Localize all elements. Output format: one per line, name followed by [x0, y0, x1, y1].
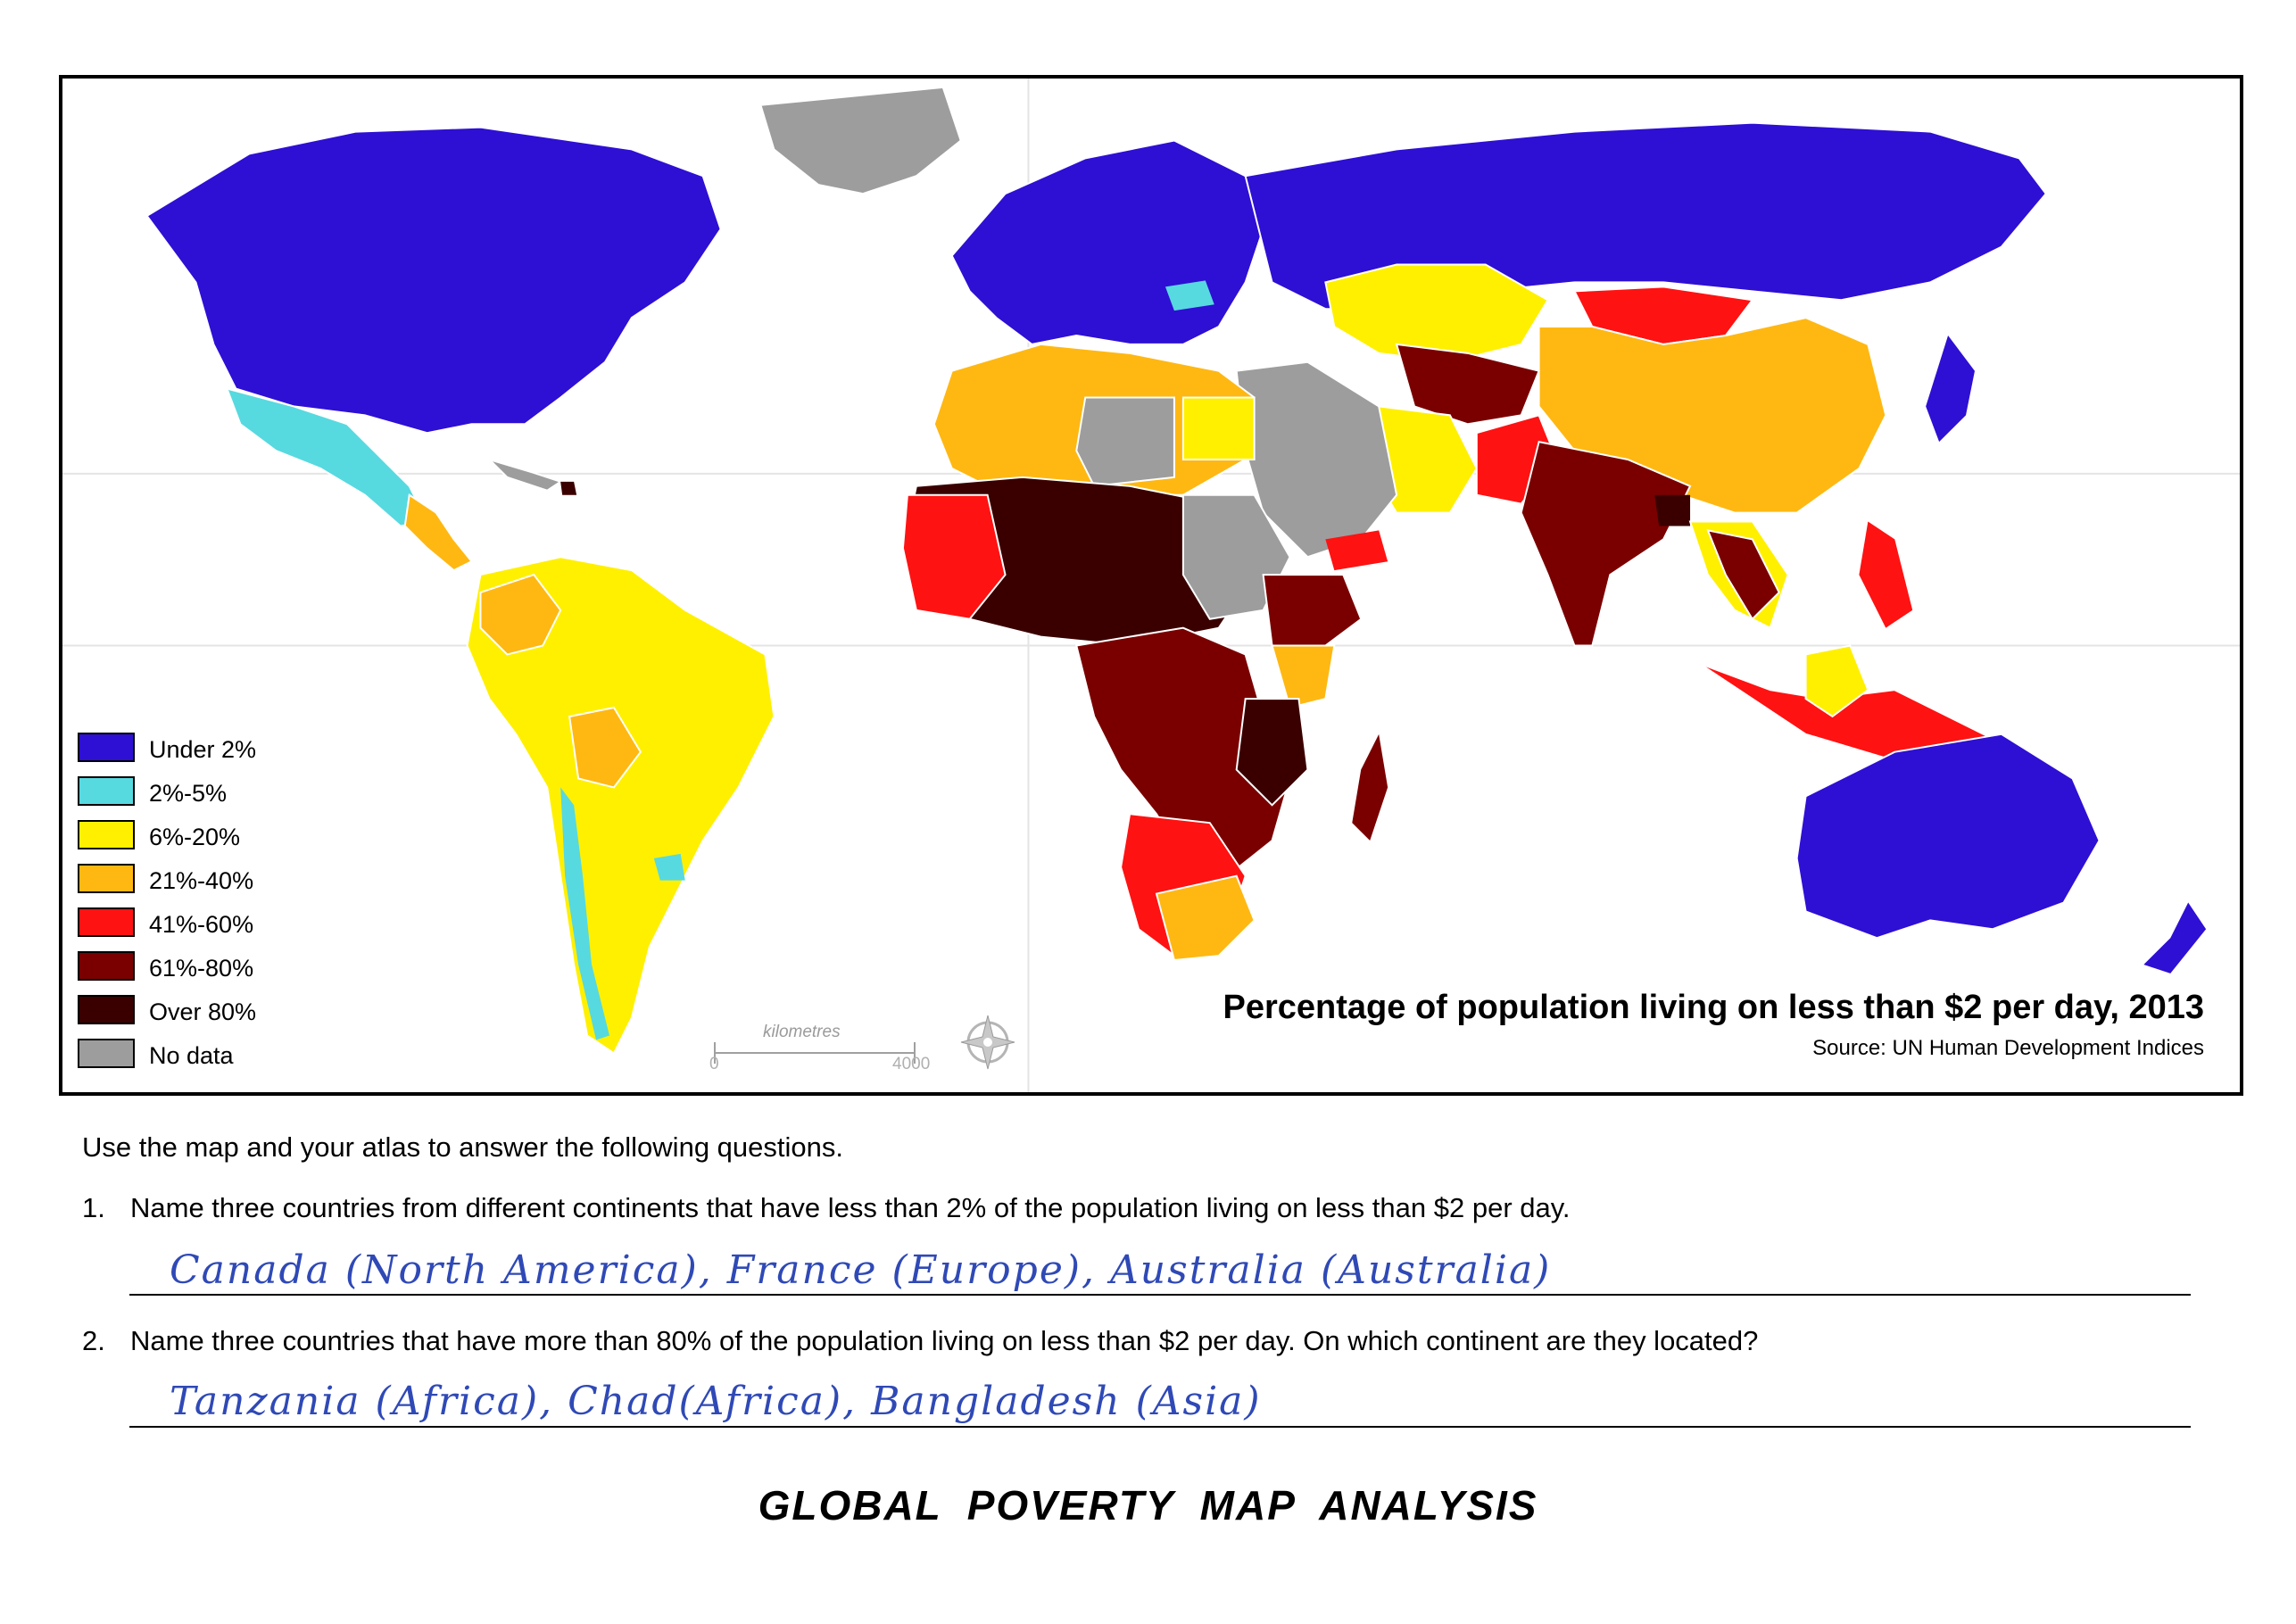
- world-map: [62, 79, 2240, 1092]
- legend-swatch: [78, 1039, 135, 1068]
- legend-item: Over 80%: [78, 995, 310, 1039]
- question-number: 2.: [82, 1325, 105, 1356]
- question-text: Name three countries that have more than…: [130, 1325, 1759, 1356]
- colombia-region: [479, 573, 562, 656]
- bangladesh-region: [1654, 494, 1691, 526]
- india-region: [1520, 440, 1692, 647]
- central-america-region: [403, 493, 474, 572]
- new-zealand-region: [2143, 902, 2207, 974]
- libya-region: [1075, 396, 1175, 487]
- instructions: Use the map and your atlas to answer the…: [82, 1131, 843, 1163]
- chile-region: [560, 787, 609, 1040]
- egypt-region: [1181, 396, 1256, 460]
- central-africa-region: [1075, 626, 1291, 877]
- legend-item: 61%-80%: [78, 951, 310, 995]
- yemen-region: [1325, 530, 1388, 571]
- question-text: Name three countries from different cont…: [130, 1192, 1571, 1223]
- legend-label: Under 2%: [149, 736, 257, 763]
- legend-label: 6%-20%: [149, 824, 241, 850]
- legend-swatch: [78, 864, 135, 893]
- legend-label: Over 80%: [149, 998, 257, 1025]
- question-2: 2. Name three countries that have more th…: [82, 1325, 1758, 1357]
- japan-region: [1926, 335, 1975, 443]
- europe-region: [950, 139, 1264, 345]
- compass-rose-icon: [960, 1015, 1015, 1070]
- scale-bar: kilometres 0 4000: [709, 1019, 930, 1073]
- legend-label: 41%-60%: [149, 911, 254, 938]
- legend-swatch: [78, 907, 135, 937]
- philippines-region: [1859, 521, 1913, 628]
- australia-region: [1795, 733, 2101, 940]
- haiti-region: [560, 481, 577, 495]
- legend-swatch: [78, 820, 135, 849]
- scale-start: 0: [709, 1055, 719, 1073]
- greenland-region: [759, 86, 962, 195]
- bolivia-region: [568, 706, 642, 789]
- question-number: 1.: [82, 1192, 105, 1223]
- answer-2-line: [129, 1426, 2191, 1428]
- legend-swatch: [78, 733, 135, 762]
- madagascar-region: [1352, 733, 1388, 841]
- sudan-region: [1181, 493, 1291, 620]
- caribbean-region: [488, 459, 563, 492]
- borneo-region: [1804, 644, 1869, 718]
- worksheet-title: GLOBAL POVERTY MAP ANALYSIS: [758, 1482, 1538, 1529]
- tanzania-region: [1235, 698, 1309, 807]
- south-america-region: [466, 556, 775, 1055]
- legend-label: 21%-40%: [149, 867, 254, 894]
- legend-item: 41%-60%: [78, 907, 310, 951]
- kenya-region: [1271, 644, 1336, 709]
- answer-2-handwriting: Tanzania (Africa), Chad(Africa), Banglad…: [170, 1379, 1262, 1424]
- romania-region: [1165, 280, 1214, 311]
- answer-1-line: [129, 1294, 2191, 1296]
- legend-label: 2%-5%: [149, 780, 228, 807]
- south-africa-region: [1155, 874, 1256, 962]
- north-america-region: [145, 126, 722, 435]
- uruguay-region: [653, 853, 685, 881]
- legend-item: Under 2%: [78, 733, 310, 776]
- map-source: Source: UN Human Development Indices: [1812, 1036, 2204, 1060]
- central-asia-region: [1395, 343, 1540, 426]
- legend-label: 61%-80%: [149, 955, 254, 982]
- legend-swatch: [78, 776, 135, 806]
- answer-1-handwriting: Canada (North America), France (Europe),…: [170, 1247, 1552, 1293]
- legend-item: 6%-20%: [78, 820, 310, 864]
- question-1: 1. Name three countries from different co…: [82, 1192, 1571, 1224]
- poverty-map: Under 2% 2%-5% 6%-20% 21%-40% 41%-60% 61%-80%…: [59, 75, 2243, 1096]
- ethiopia-region: [1262, 574, 1363, 647]
- legend-item: 2%-5%: [78, 776, 310, 820]
- kazakhstan-region: [1324, 263, 1549, 363]
- legend-swatch: [78, 995, 135, 1024]
- legend-swatch: [78, 951, 135, 981]
- scale-line-icon: [714, 1042, 916, 1064]
- scale-unit: kilometres: [763, 1023, 841, 1041]
- myanmar-region: [1706, 529, 1780, 621]
- map-title: Percentage of population living on less …: [1223, 989, 2204, 1026]
- legend-item: No data: [78, 1039, 310, 1082]
- west-africa-region: [901, 493, 1007, 620]
- scale-end: 4000: [892, 1055, 931, 1073]
- legend-item: 21%-40%: [78, 864, 310, 907]
- legend-label: No data: [149, 1042, 234, 1069]
